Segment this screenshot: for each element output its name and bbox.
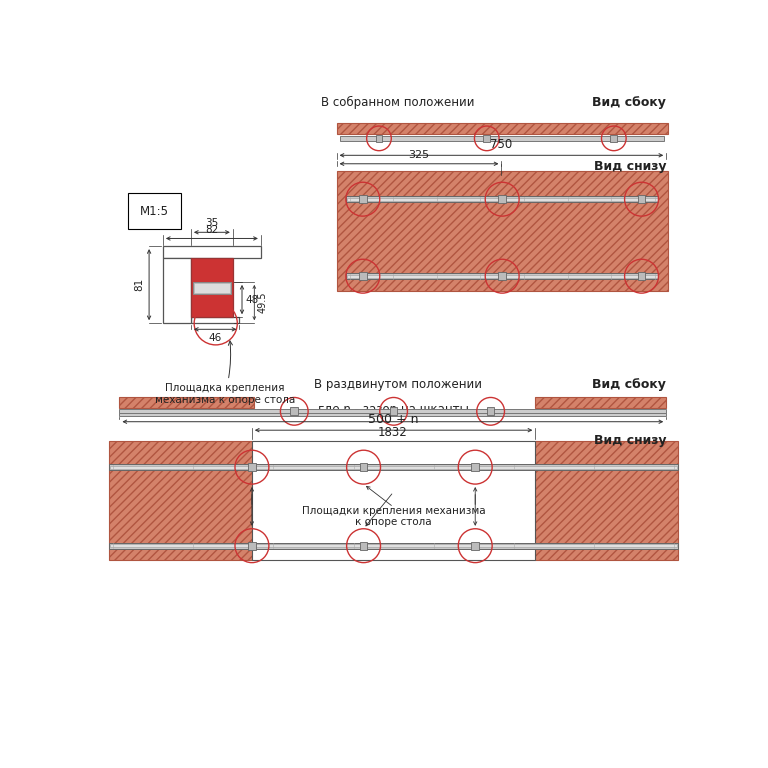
Bar xyxy=(120,413,666,415)
Text: 1832: 1832 xyxy=(378,426,408,439)
Bar xyxy=(252,441,535,561)
Bar xyxy=(472,542,479,550)
Bar xyxy=(346,196,658,202)
Text: 750: 750 xyxy=(490,138,512,151)
Text: 82: 82 xyxy=(205,224,219,234)
Bar xyxy=(472,463,479,471)
Text: 500 + n: 500 + n xyxy=(369,412,419,425)
Bar xyxy=(483,135,490,142)
Bar xyxy=(120,397,254,408)
Bar xyxy=(346,197,657,200)
Text: М1:5: М1:5 xyxy=(141,204,169,217)
Text: Вид сбоку: Вид сбоку xyxy=(592,379,666,391)
Text: 35: 35 xyxy=(205,218,219,228)
Bar xyxy=(498,195,506,203)
Bar xyxy=(110,543,677,549)
Bar xyxy=(498,273,506,280)
Text: 49.5: 49.5 xyxy=(257,292,267,313)
Bar xyxy=(336,171,667,291)
Bar xyxy=(248,542,256,550)
Bar xyxy=(110,464,677,470)
Bar xyxy=(248,463,256,471)
Bar xyxy=(346,273,658,280)
Text: В раздвинутом положении: В раздвинутом положении xyxy=(314,379,482,391)
Text: Площадки крепления механизма
к опоре стола: Площадки крепления механизма к опоре сто… xyxy=(302,505,485,528)
Bar xyxy=(340,136,664,141)
Bar xyxy=(389,408,398,415)
Text: Вид снизу: Вид снизу xyxy=(594,435,666,448)
Bar xyxy=(359,463,367,471)
Bar xyxy=(120,409,666,413)
Bar xyxy=(193,282,231,294)
Bar xyxy=(191,258,233,317)
Text: Вид сбоку: Вид сбоку xyxy=(592,96,666,108)
Text: 81: 81 xyxy=(134,278,144,291)
Bar xyxy=(111,545,677,548)
Text: где n - зазор на шканты: где n - зазор на шканты xyxy=(318,402,469,415)
Text: 48: 48 xyxy=(246,295,259,305)
Bar xyxy=(191,317,240,323)
Bar xyxy=(111,465,677,468)
Bar xyxy=(290,408,298,415)
Bar xyxy=(346,275,657,278)
Text: 46: 46 xyxy=(209,333,222,343)
Text: В собранном положении: В собранном положении xyxy=(322,96,475,109)
Bar xyxy=(163,247,261,258)
Bar xyxy=(194,283,230,293)
Bar xyxy=(163,258,191,323)
Bar xyxy=(535,397,666,408)
Bar xyxy=(359,542,367,550)
Text: Площадка крепления
механизма к опоре стола: Площадка крепления механизма к опоре сто… xyxy=(155,341,295,405)
Bar xyxy=(110,441,252,561)
Bar xyxy=(376,135,382,142)
Text: Вид снизу: Вид снизу xyxy=(594,161,666,174)
Bar xyxy=(359,273,366,280)
Bar xyxy=(637,273,645,280)
Bar xyxy=(611,135,617,142)
Bar xyxy=(359,195,366,203)
Text: 325: 325 xyxy=(409,150,429,160)
Bar xyxy=(535,441,677,561)
Bar xyxy=(637,195,645,203)
Bar xyxy=(487,408,495,415)
Bar xyxy=(336,123,667,134)
